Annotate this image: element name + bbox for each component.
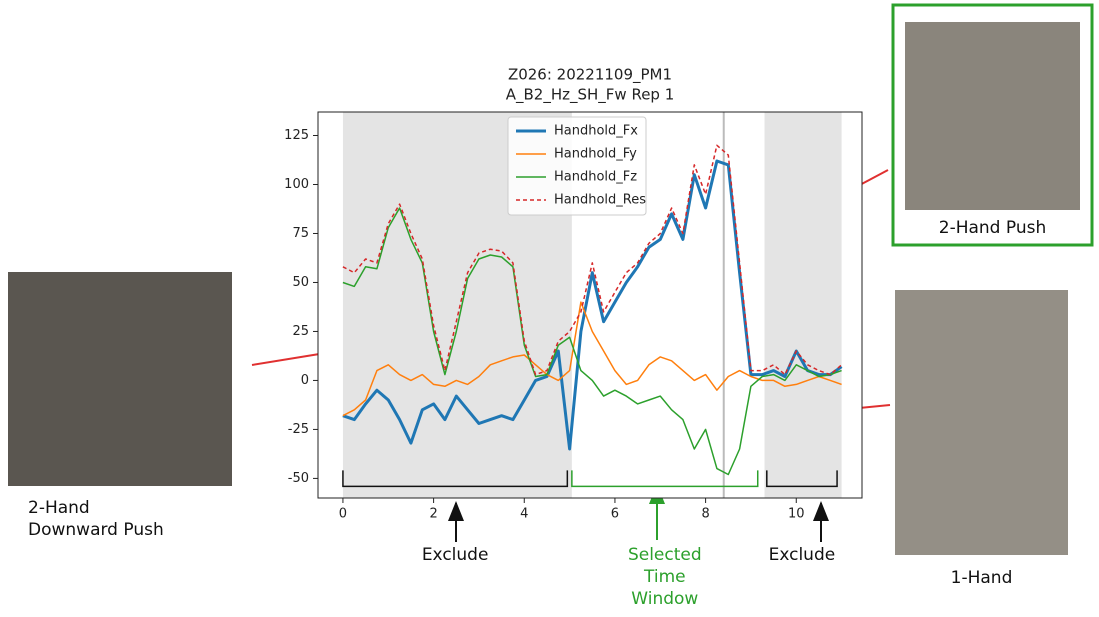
- bracket: [342, 470, 569, 488]
- series-line: [342, 207, 842, 476]
- y-tick-label: 50: [292, 275, 309, 290]
- bracket: [766, 470, 838, 488]
- y-tick-label: 100: [284, 177, 309, 192]
- x-tick-label: 2: [429, 507, 437, 522]
- photo-caption: 2-Hand Push: [938, 218, 1047, 238]
- y-tick-label: -50: [288, 471, 309, 486]
- x-tick-label: 10: [788, 507, 805, 522]
- legend-label: Handhold_Fx: [554, 124, 638, 139]
- chart-title: Z026: 20221109_PM1: [508, 66, 672, 85]
- x-tick-label: 0: [339, 507, 347, 522]
- bracket: [571, 470, 759, 488]
- x-tick-label: 4: [520, 507, 528, 522]
- y-tick-label: 0: [301, 373, 309, 388]
- series-line: [342, 159, 843, 451]
- photo-frame: [891, 3, 1094, 247]
- legend-label: Handhold_Fy: [554, 147, 637, 162]
- photo-placeholder: [895, 290, 1068, 555]
- y-tick-label: -25: [288, 422, 309, 437]
- photo-placeholder: [905, 22, 1080, 210]
- plot-frame: [317, 111, 863, 499]
- legend-label: Handhold_Res: [554, 193, 646, 208]
- bracket-label: Exclude: [768, 545, 836, 565]
- photo-caption: 2-Hand Downward Push: [28, 498, 164, 540]
- y-tick-label: 25: [292, 324, 309, 339]
- photo-caption: 1-Hand: [950, 568, 1013, 588]
- chart-subtitle: A_B2_Hz_SH_Fw Rep 1: [506, 86, 675, 105]
- bracket-label: Exclude: [421, 545, 489, 565]
- photo-placeholder: [8, 272, 232, 486]
- y-tick-label: 125: [284, 128, 309, 143]
- bracket-label: Selected Time Window: [627, 545, 702, 609]
- series-line: [342, 144, 843, 376]
- legend-box: [507, 116, 647, 216]
- y-tick-label: 75: [292, 226, 309, 241]
- x-tick-label: 8: [701, 507, 709, 522]
- x-tick-label: 6: [611, 507, 619, 522]
- plot: -50 -25 0 25 50 75 100 125 0 2 4 6 8 10 Handhold_Fx Han…: [284, 111, 863, 522]
- excluded-region: [764, 112, 842, 498]
- legend-label: Handhold_Fz: [554, 170, 637, 185]
